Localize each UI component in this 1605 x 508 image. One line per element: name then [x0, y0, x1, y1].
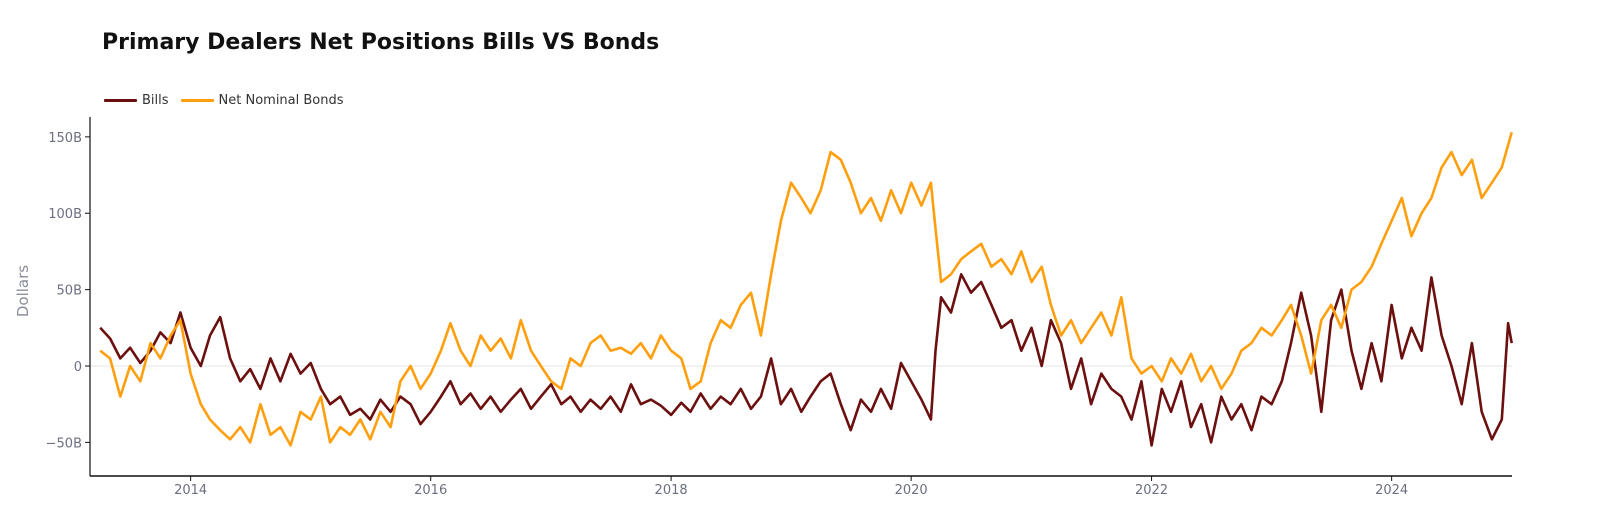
legend[interactable]: Bills Net Nominal Bonds: [104, 90, 356, 110]
x-axis-ticks: 2014 2016 2018 2020 2022 2024: [174, 476, 1408, 498]
chart-title: Primary Dealers Net Positions Bills VS B…: [102, 30, 660, 55]
legend-item-net-nominal-bonds[interactable]: Net Nominal Bonds: [180, 92, 344, 108]
x-tick-label: 2022: [1135, 483, 1168, 498]
y-tick-label: 0: [74, 360, 82, 375]
x-tick-label: 2024: [1375, 483, 1408, 498]
y-tick-label: −50B: [46, 436, 82, 451]
series-lines: [99, 131, 1513, 447]
y-tick-label: 150B: [48, 131, 82, 146]
legend-label-net-nominal-bonds: Net Nominal Bonds: [218, 92, 344, 108]
legend-swatch-net-nominal-bonds: [180, 98, 214, 102]
series-line-bills: [99, 273, 1513, 447]
series-line-net-nominal-bonds: [99, 131, 1513, 447]
legend-swatch-bills: [104, 98, 137, 102]
legend-item-bills[interactable]: Bills: [104, 93, 169, 108]
legend-label-bills: Bills: [142, 92, 169, 108]
y-tick-label: 100B: [48, 207, 82, 222]
y-tick-label: 50B: [57, 284, 82, 299]
x-tick-label: 2016: [414, 483, 447, 498]
x-tick-label: 2018: [655, 483, 688, 498]
y-axis-title: Dollars: [14, 265, 32, 317]
x-tick-label: 2014: [174, 483, 207, 498]
y-axis-ticks: 150B 100B 50B 0 −50B: [46, 131, 90, 451]
x-tick-label: 2020: [895, 483, 928, 498]
